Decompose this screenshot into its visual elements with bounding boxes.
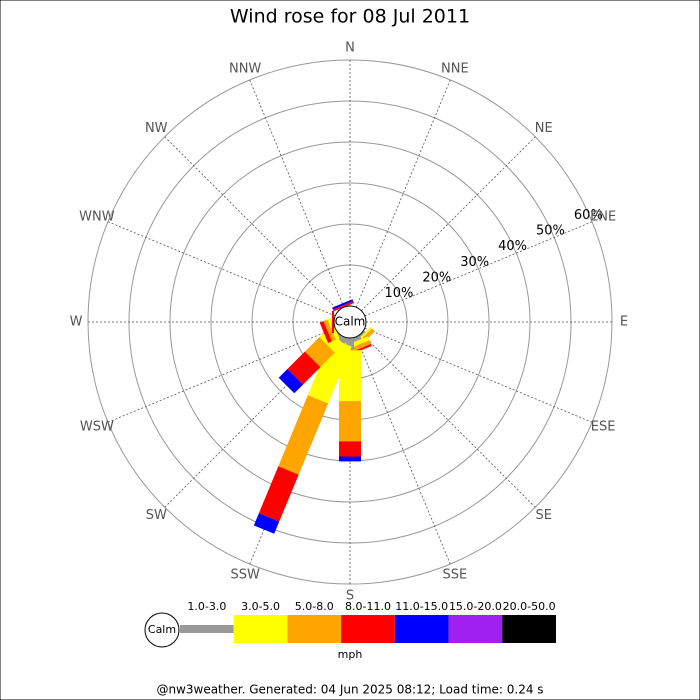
legend-label: 3.0-5.0 — [241, 600, 280, 613]
legend-swatch — [233, 615, 288, 643]
spoke — [364, 221, 593, 317]
legend-swatch — [394, 615, 449, 643]
legend-swatch — [448, 615, 503, 643]
calm-label: Calm — [335, 315, 366, 329]
legend-label: 20.0-50.0 — [503, 600, 556, 613]
bar-segment — [332, 299, 354, 310]
direction-label: SE — [536, 508, 552, 523]
legend-swatch — [287, 615, 342, 643]
legend-label: 1.0-3.0 — [187, 600, 226, 613]
spoke — [107, 327, 336, 423]
labels: 10% 20% 30% 40% 50% 60% N NNE NE ENE E ESE SE SSE S SSW… — [70, 41, 628, 648]
direction-label: NE — [535, 121, 553, 136]
direction-label: NNW — [229, 61, 261, 76]
direction-label: SSE — [442, 568, 467, 583]
spoke — [249, 79, 345, 308]
r-tick-label: 60% — [574, 208, 603, 223]
r-tick-label: 30% — [460, 255, 489, 270]
direction-label: WNW — [79, 210, 115, 225]
direction-label: SSW — [230, 568, 260, 583]
bar-segment — [358, 330, 366, 338]
bar-segment — [331, 311, 334, 333]
spoke — [107, 221, 336, 317]
bar-segment — [287, 351, 321, 385]
r-tick-label: 20% — [422, 271, 451, 286]
bar-segment — [253, 513, 280, 534]
direction-label: S — [346, 589, 354, 604]
bar-segment — [319, 321, 332, 343]
legend-calm-label: Calm — [148, 623, 176, 636]
legend-unit: mph — [338, 648, 363, 661]
bar-segment — [339, 456, 361, 462]
direction-label: N — [345, 41, 355, 56]
bar-segment — [258, 466, 299, 522]
legend-swatch — [180, 625, 234, 633]
bar-segment — [339, 401, 361, 442]
bar-segment — [339, 441, 361, 457]
bar-segment — [349, 340, 371, 353]
r-tick-label: 50% — [536, 223, 565, 238]
direction-label: NW — [145, 121, 168, 136]
bar-segment — [278, 369, 303, 394]
bar-segment — [332, 301, 355, 312]
bar-segment — [323, 319, 336, 342]
direction-label: NNE — [441, 61, 469, 76]
spoke — [364, 327, 593, 423]
legend-swatch — [502, 615, 556, 643]
legend-label: 5.0-8.0 — [295, 600, 334, 613]
r-tick-label: 10% — [385, 286, 414, 301]
direction-label: E — [620, 315, 628, 330]
bars — [253, 299, 375, 534]
legend-label: 8.0-11.0 — [345, 600, 391, 613]
chart-title: Wind rose for 08 Jul 2011 — [230, 6, 470, 28]
r-tick-label: 40% — [498, 239, 527, 254]
spoke — [355, 79, 451, 308]
spoke — [361, 136, 536, 311]
legend-calm-circle — [144, 612, 180, 648]
bar-segment — [304, 337, 335, 368]
spoke — [164, 136, 339, 311]
calm-circle — [333, 305, 367, 339]
direction-label: SW — [146, 508, 167, 523]
legend-label: 15.0-20.0 — [449, 600, 502, 613]
footer: @nw3weather. Generated: 04 Jun 2025 08:1… — [156, 683, 543, 697]
bar-segment — [352, 335, 362, 343]
legend-swatch — [341, 615, 395, 643]
direction-label: ENE — [590, 210, 616, 225]
bar-segment — [278, 395, 329, 475]
legend-label: 11.0-15.0 — [395, 600, 448, 613]
direction-label: ESE — [591, 419, 616, 434]
spoke — [361, 333, 536, 508]
spoke — [355, 336, 451, 565]
direction-label: WSW — [80, 419, 114, 434]
direction-label: W — [70, 315, 83, 330]
bar-segment — [307, 338, 352, 404]
